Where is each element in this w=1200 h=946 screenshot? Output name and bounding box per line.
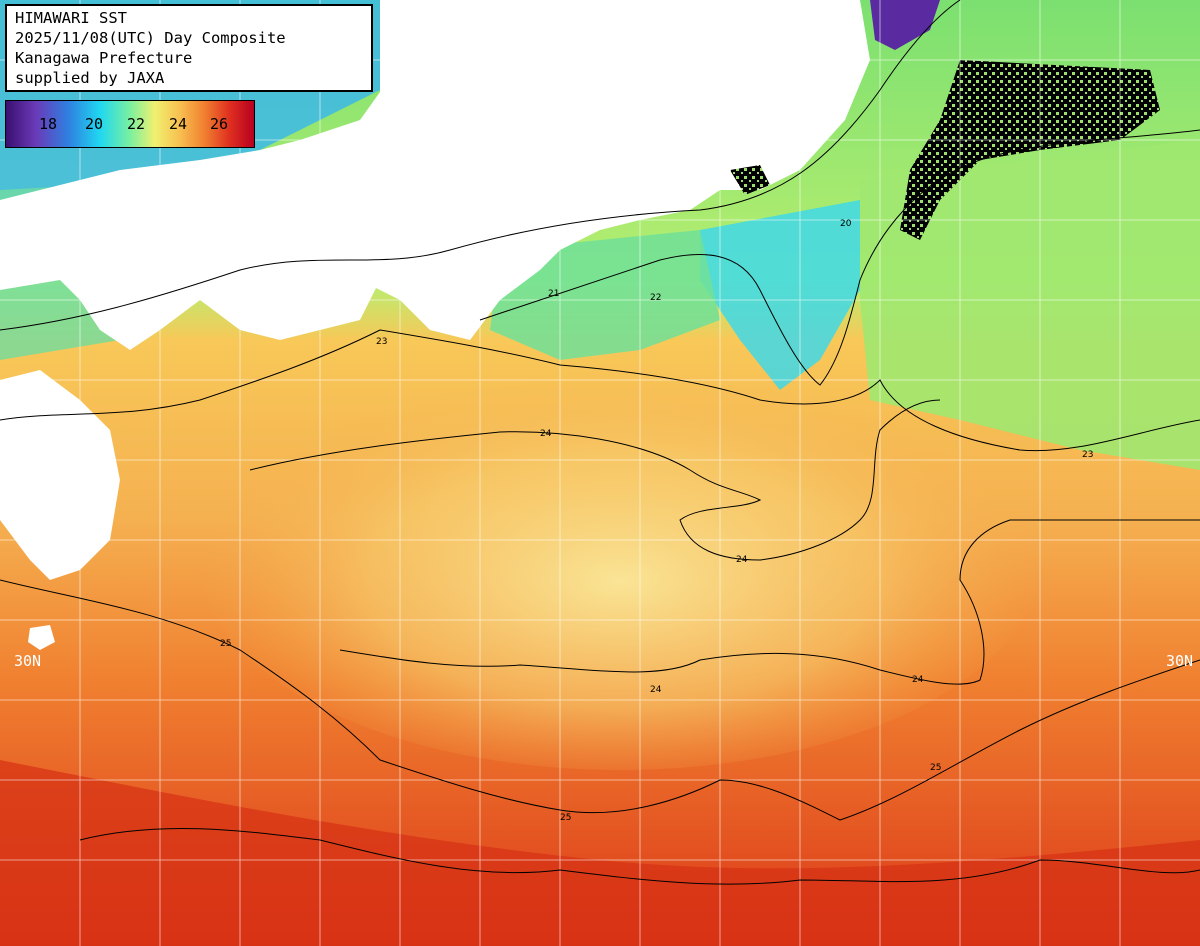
legend-tick: 22 — [126, 115, 146, 133]
land-kii-islet — [478, 152, 500, 185]
legend-tick: 18 — [38, 115, 58, 133]
contour-label: 22 — [650, 293, 661, 303]
contour-label: 23 — [1082, 450, 1093, 460]
cloud-patch-ne — [900, 60, 1160, 240]
lon-label: 36E — [484, 10, 500, 36]
cloud-patch-peninsula — [730, 165, 770, 195]
contour-label: 25 — [930, 763, 941, 773]
cloud-mask — [730, 60, 1160, 240]
map-title-box: HIMAWARI SST 2025/11/08(UTC) Day Composi… — [5, 4, 373, 92]
legend-colorbar — [6, 101, 254, 147]
title-line-4: supplied by JAXA — [15, 69, 165, 87]
contour-22 — [479, 129, 1200, 386]
legend-tick: 20 — [84, 115, 104, 133]
lat-label-right: 30N — [1166, 652, 1194, 670]
cold-purple-patch — [870, 0, 940, 50]
warm-core — [200, 350, 1040, 770]
contour-23 — [0, 329, 1200, 452]
cyan-region-east — [700, 200, 860, 390]
hot-south-band — [0, 760, 1200, 946]
legend-tick: 24 — [168, 115, 188, 133]
contour-21 — [0, 0, 961, 331]
land-shikoku — [170, 220, 380, 340]
contour-label: 21 — [548, 289, 559, 299]
lat-label-left: 30N — [14, 652, 42, 670]
title-line-2: 2025/11/08(UTC) Day Composite — [15, 29, 286, 47]
contour-label: 25 — [560, 813, 571, 823]
legend-tick: 26 — [209, 115, 229, 133]
title-line-3: Kanagawa Prefecture — [15, 49, 193, 67]
green-region-east — [860, 140, 1200, 470]
color-legend: 18 20 22 24 26 — [5, 100, 255, 148]
contour-label: 24 — [736, 555, 748, 565]
contour-25 — [0, 579, 1200, 821]
contour-label: 24 — [912, 675, 924, 685]
sst-contours — [0, 0, 1200, 885]
contour-label: 24 — [650, 685, 662, 695]
title-line-1: HIMAWARI SST — [15, 9, 127, 27]
contour-24 — [249, 399, 1200, 685]
contour-25-south — [79, 827, 1200, 885]
land-kyushu — [0, 370, 120, 580]
contour-labels: 21 22 23 23 24 24 24 24 25 25 25 20 — [220, 219, 1093, 823]
contour-label: 25 — [220, 639, 231, 649]
contour-label: 20 — [840, 219, 852, 229]
land-izu-islet — [28, 625, 55, 650]
contour-label: 24 — [540, 429, 552, 439]
land — [0, 0, 870, 650]
contour-label: 23 — [376, 337, 387, 347]
